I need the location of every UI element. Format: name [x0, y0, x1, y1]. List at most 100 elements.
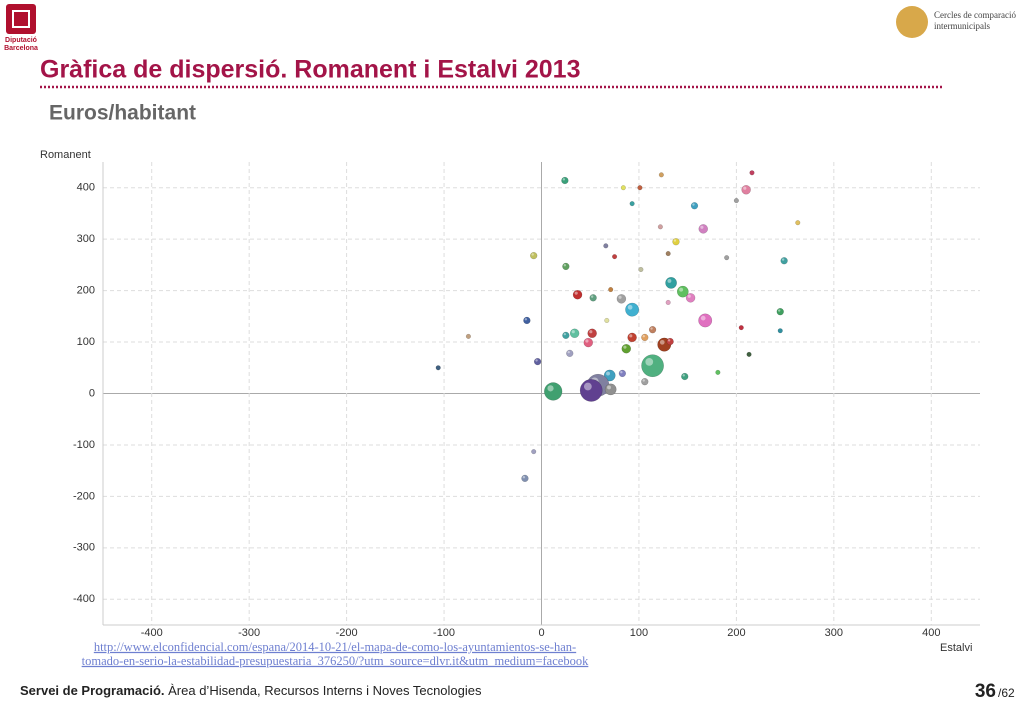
bubble [780, 257, 788, 265]
bubble-highlight [618, 295, 622, 299]
y-tick-label: 400 [77, 182, 95, 194]
bubble [658, 172, 664, 178]
bubble [621, 343, 632, 354]
bubble [733, 198, 739, 204]
bubble [465, 333, 471, 339]
bubble [589, 294, 597, 302]
bubble [523, 316, 531, 325]
bubble [657, 224, 663, 230]
bubble [569, 328, 580, 339]
bubble [676, 285, 689, 298]
bubble [579, 379, 603, 402]
x-tick-label: -200 [336, 627, 358, 639]
bubble-highlight [589, 330, 593, 334]
y-tick-label: -400 [73, 593, 95, 605]
bubble-highlight [700, 315, 706, 321]
x-tick-label: -400 [141, 627, 163, 639]
bubble [776, 308, 784, 316]
bubble-highlight [531, 253, 534, 256]
bubble [521, 474, 529, 483]
bubble [746, 351, 752, 357]
bubble-highlight [642, 379, 645, 382]
bubble-highlight [620, 371, 623, 374]
bubble-highlight [629, 334, 633, 338]
y-tick-label: -100 [73, 439, 95, 451]
logo-left-emblem [12, 10, 30, 28]
bubble [795, 220, 801, 226]
bubble [562, 262, 570, 271]
bubble [603, 369, 616, 382]
x-tick-label: 100 [630, 627, 648, 639]
bubble [741, 185, 751, 195]
bubble [612, 254, 618, 260]
bubble-highlight [673, 239, 677, 242]
logo-right-text: Cercles de comparació [934, 10, 1016, 20]
bubble [435, 365, 441, 371]
source-line[interactable]: tomado-en-serio-la-estabilidad-presupues… [82, 654, 589, 668]
bubble-highlight [563, 332, 567, 336]
bubble-highlight [627, 304, 633, 310]
bubble-highlight [590, 295, 594, 298]
bubble [618, 369, 627, 378]
bubble [604, 383, 617, 396]
y-tick-label: 200 [77, 285, 95, 297]
bubble [544, 382, 563, 401]
subtitle: Euros/habitant [49, 102, 196, 125]
bubble-highlight [659, 339, 665, 345]
bubble [777, 328, 783, 334]
bubble [749, 170, 755, 176]
bubble-highlight [562, 178, 566, 181]
page-number: 36 [975, 681, 996, 702]
x-axis-label: Estalvi [940, 642, 972, 654]
bubble [715, 369, 721, 375]
bubble-highlight [574, 291, 578, 295]
bubble-highlight [692, 203, 695, 206]
bubble [572, 289, 583, 300]
bubble [531, 449, 537, 455]
bubble-highlight [567, 350, 570, 354]
bubble-highlight [700, 225, 704, 229]
plot: -400 -300 -200 -100 0 100 200 300 400 -400 -300 -20… [73, 162, 980, 639]
bubble [583, 337, 594, 348]
bubble [603, 243, 609, 249]
bubble [566, 349, 574, 358]
bubble [562, 331, 570, 340]
source-line[interactable]: http://www.elconfidencial.com/espana/201… [94, 640, 576, 654]
bubble [685, 293, 696, 303]
bubble [561, 176, 569, 185]
bubble [627, 332, 637, 343]
title: Gràfica de dispersió. Romanent i Estalvi… [40, 56, 581, 84]
bubble [690, 202, 699, 210]
bubble [724, 255, 730, 261]
bubble [738, 325, 744, 331]
logo-right-text: intermunicipals [934, 21, 990, 31]
bubble [681, 372, 689, 381]
bubble [641, 378, 649, 386]
footer: Servei de Programació. Àrea d’Hisenda, R… [20, 683, 482, 698]
y-tick-label: 300 [77, 233, 95, 245]
bubble-highlight [778, 309, 781, 312]
bubble [604, 317, 610, 323]
bubble-highlight [563, 264, 567, 267]
source-link[interactable]: http://www.elconfidencial.com/espana/201… [82, 640, 589, 668]
bubble [665, 299, 671, 305]
x-tick-label: -300 [238, 627, 260, 639]
bubble-highlight [679, 287, 684, 292]
bubble-highlight [645, 357, 654, 366]
logo-right-icon [896, 6, 928, 38]
footer-text: Àrea d’Hisenda, Recursos Interns i Noves… [165, 683, 482, 698]
bubble [665, 277, 677, 289]
y-tick-label: -200 [73, 490, 95, 502]
bubble [616, 294, 627, 304]
bubble [638, 266, 644, 273]
bubble [625, 302, 640, 317]
logo-left-text: Barcelona [4, 45, 38, 52]
bubble [648, 326, 657, 334]
bubble [665, 251, 671, 257]
page-total: /62 [998, 686, 1015, 700]
bubble-highlight [547, 385, 554, 392]
y-tick-label: 100 [77, 336, 95, 348]
bubble [672, 238, 680, 246]
bubble-highlight [667, 339, 671, 342]
